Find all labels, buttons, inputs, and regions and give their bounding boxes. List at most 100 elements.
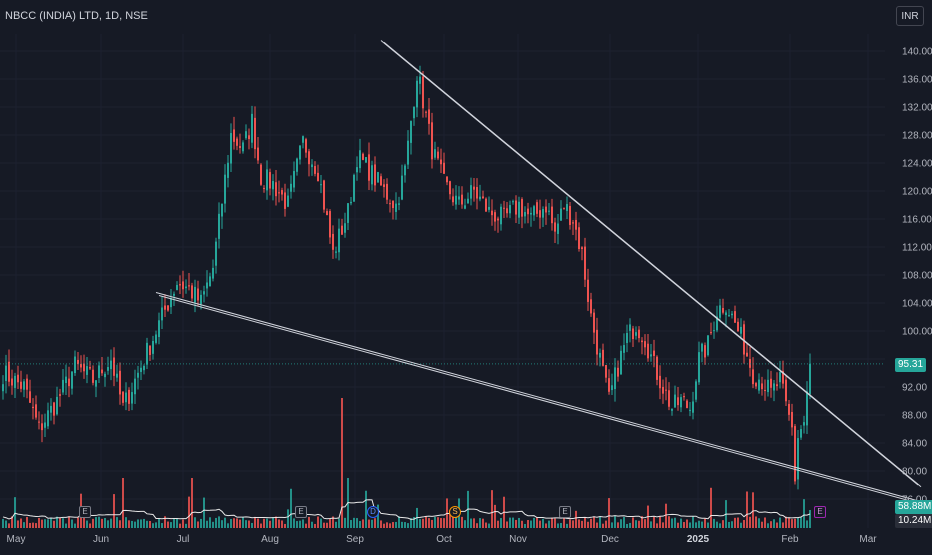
candle-body: [335, 251, 337, 253]
volume-bar: [776, 522, 778, 528]
candle-body: [383, 184, 385, 187]
candle-body: [254, 117, 256, 150]
y-tick-label: 132.00: [902, 103, 932, 114]
candle-body: [482, 196, 484, 199]
price-axis: 76.0080.0084.0088.0092.00100.00104.00108…: [902, 47, 932, 506]
volume-bar: [254, 516, 256, 528]
volume-bar: [635, 520, 637, 528]
candle-body: [683, 396, 685, 398]
volume-bar: [653, 516, 655, 528]
candle-body: [395, 203, 397, 212]
candle-body: [38, 421, 40, 423]
candle-body: [755, 383, 757, 387]
y-tick-label: 80.00: [902, 467, 927, 478]
candle-body: [539, 210, 541, 218]
candle-body: [170, 298, 172, 308]
candle-body: [605, 365, 607, 378]
candle-body: [779, 372, 781, 383]
event-marker-earnings[interactable]: E: [559, 506, 571, 518]
volume-bar: [554, 518, 556, 528]
volume-bar: [788, 517, 790, 528]
candle-body: [206, 282, 208, 289]
event-marker-earnings[interactable]: E: [79, 506, 91, 518]
volume-bar: [170, 522, 172, 528]
volume-bar: [734, 517, 736, 528]
volume-bar: [563, 517, 565, 528]
volume-bar: [116, 517, 118, 528]
candle-body: [341, 225, 343, 235]
candle-body: [146, 342, 148, 365]
candle-body: [746, 352, 748, 357]
volume-bar: [449, 510, 451, 528]
volume-bar: [104, 517, 106, 528]
volume-bar: [95, 517, 97, 528]
volume-bar: [302, 519, 304, 528]
candle-body: [599, 352, 601, 358]
volume-bar: [701, 521, 703, 528]
volume-bar: [761, 521, 763, 528]
event-marker-dividend[interactable]: D: [367, 506, 379, 518]
candle-body: [338, 228, 340, 253]
candle-body: [26, 378, 28, 390]
candle-body: [791, 412, 793, 428]
volume-bar: [428, 518, 430, 528]
candle-body: [695, 381, 697, 400]
candle-body: [620, 350, 622, 375]
x-tick-label: May: [7, 534, 26, 545]
volume-bar: [122, 478, 124, 528]
x-tick-label: Mar: [859, 534, 877, 545]
candle-body: [584, 246, 586, 280]
candle-body: [350, 201, 352, 204]
volume-bar: [332, 516, 334, 528]
currency-button[interactable]: INR: [896, 6, 924, 26]
candle-body: [596, 329, 598, 355]
volume-bar: [197, 521, 199, 528]
volume-bar: [353, 517, 355, 528]
candle-body: [734, 311, 736, 323]
volume-bar: [98, 516, 100, 528]
volume-bar: [386, 522, 388, 528]
candle-body: [677, 397, 679, 406]
candle-body: [788, 403, 790, 415]
candle-body: [209, 276, 211, 287]
volume-bar: [656, 523, 658, 528]
volume-bars: [2, 398, 811, 528]
event-marker-earnings-upcoming[interactable]: E: [814, 506, 826, 518]
volume-bar: [623, 516, 625, 528]
volume-bar: [65, 523, 67, 528]
candle-body: [797, 438, 799, 480]
candle-body: [344, 223, 346, 233]
x-tick-label: Nov: [509, 534, 527, 545]
volume-bar: [260, 523, 262, 528]
candle-body: [140, 367, 142, 372]
volume-bar: [224, 517, 226, 528]
event-marker-earnings[interactable]: E: [295, 506, 307, 518]
candle-body: [563, 207, 565, 209]
candle-body: [686, 400, 688, 408]
candle-body: [5, 365, 7, 381]
volume-bar: [176, 518, 178, 528]
candle-body: [380, 176, 382, 186]
candle-body: [413, 106, 415, 119]
candle-body: [731, 313, 733, 316]
volume-bar: [257, 518, 259, 528]
volume-bar: [221, 520, 223, 528]
volume-bar: [56, 516, 58, 528]
candle-body: [287, 195, 289, 207]
event-marker-split[interactable]: S: [449, 506, 461, 518]
candle-body: [569, 206, 571, 225]
volume-bar: [38, 517, 40, 528]
candle-body: [203, 291, 205, 295]
candle-body: [191, 285, 193, 299]
volume-bar: [644, 519, 646, 528]
candle-body: [521, 199, 523, 217]
volume-bar: [392, 522, 394, 528]
candle-body: [632, 328, 634, 340]
candle-body: [74, 356, 76, 374]
volume-bar: [500, 518, 502, 528]
volume-bar: [476, 523, 478, 528]
candle-body: [800, 429, 802, 438]
candle-body: [467, 198, 469, 204]
